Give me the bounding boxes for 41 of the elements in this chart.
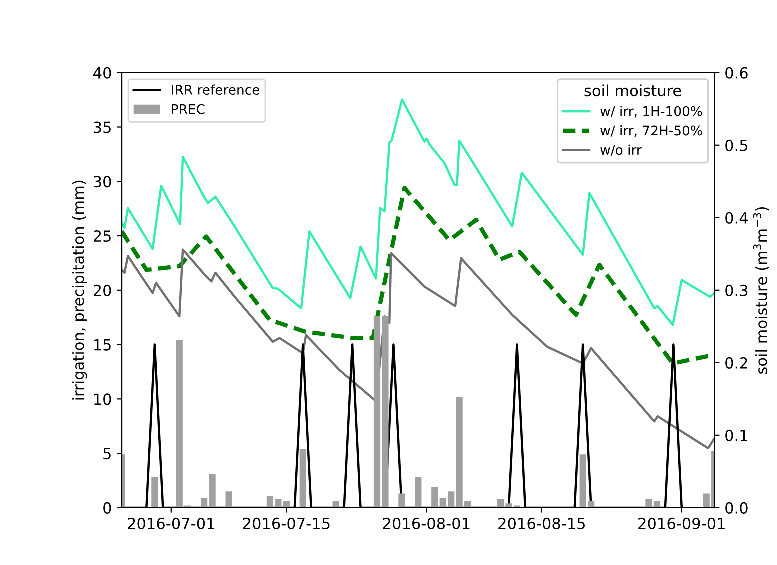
bar bbox=[283, 501, 290, 508]
legend-title: soil moisture bbox=[584, 84, 682, 97]
x-tick-label: 2016-07-15 bbox=[243, 518, 330, 530]
x-tick-label: 2016-08-01 bbox=[383, 518, 470, 530]
y2-tick-label: 0.5 bbox=[726, 140, 748, 152]
line-series bbox=[122, 98, 715, 326]
y2-axis-title: soil moisture (m$^{3}$m$^{−3}$) bbox=[753, 207, 770, 374]
bar bbox=[209, 474, 216, 508]
y2-tick-label: 0.6 bbox=[726, 67, 748, 79]
y-tick-label: 0 bbox=[104, 502, 112, 514]
line-series bbox=[122, 248, 715, 450]
bar bbox=[398, 494, 406, 508]
bar bbox=[300, 449, 306, 508]
bar bbox=[201, 498, 208, 508]
bar bbox=[432, 487, 438, 508]
y-tick-label: 20 bbox=[94, 284, 112, 296]
y2-tick-label: 0.3 bbox=[726, 284, 748, 296]
y2-tick-label: 0.1 bbox=[726, 430, 748, 442]
x-tick-label: 2016-09-01 bbox=[638, 518, 725, 530]
y-tick-label: 10 bbox=[94, 394, 112, 406]
legend-label: w/ irr, 72H-50% bbox=[600, 126, 702, 138]
y-tick-label: 30 bbox=[94, 176, 112, 188]
y-tick-label: 35 bbox=[94, 122, 111, 134]
y-tick-label: 40 bbox=[94, 67, 112, 79]
bar bbox=[332, 501, 340, 508]
bar bbox=[152, 477, 158, 508]
y2-tick-label: 0.4 bbox=[726, 212, 748, 224]
x-tick-label: 2016-07-01 bbox=[128, 518, 214, 530]
y-tick-label: 15 bbox=[94, 339, 111, 351]
bar bbox=[226, 492, 232, 508]
legend-label: w/o irr bbox=[600, 144, 642, 156]
y-axis-title: irrigation, precipitation (mm) bbox=[72, 180, 88, 400]
y-tick-label: 25 bbox=[94, 230, 111, 242]
legend-label: w/ irr, 1H-100% bbox=[600, 106, 702, 118]
legend-label: PREC bbox=[172, 104, 205, 114]
y2-tick-label: 0.2 bbox=[726, 357, 748, 369]
y2-tick-label: 0.0 bbox=[726, 502, 748, 514]
bar bbox=[415, 477, 422, 508]
y-tick-label: 5 bbox=[104, 448, 111, 460]
x-tick-label: 2016-08-15 bbox=[498, 518, 585, 530]
legend-label: IRR reference bbox=[172, 84, 260, 95]
